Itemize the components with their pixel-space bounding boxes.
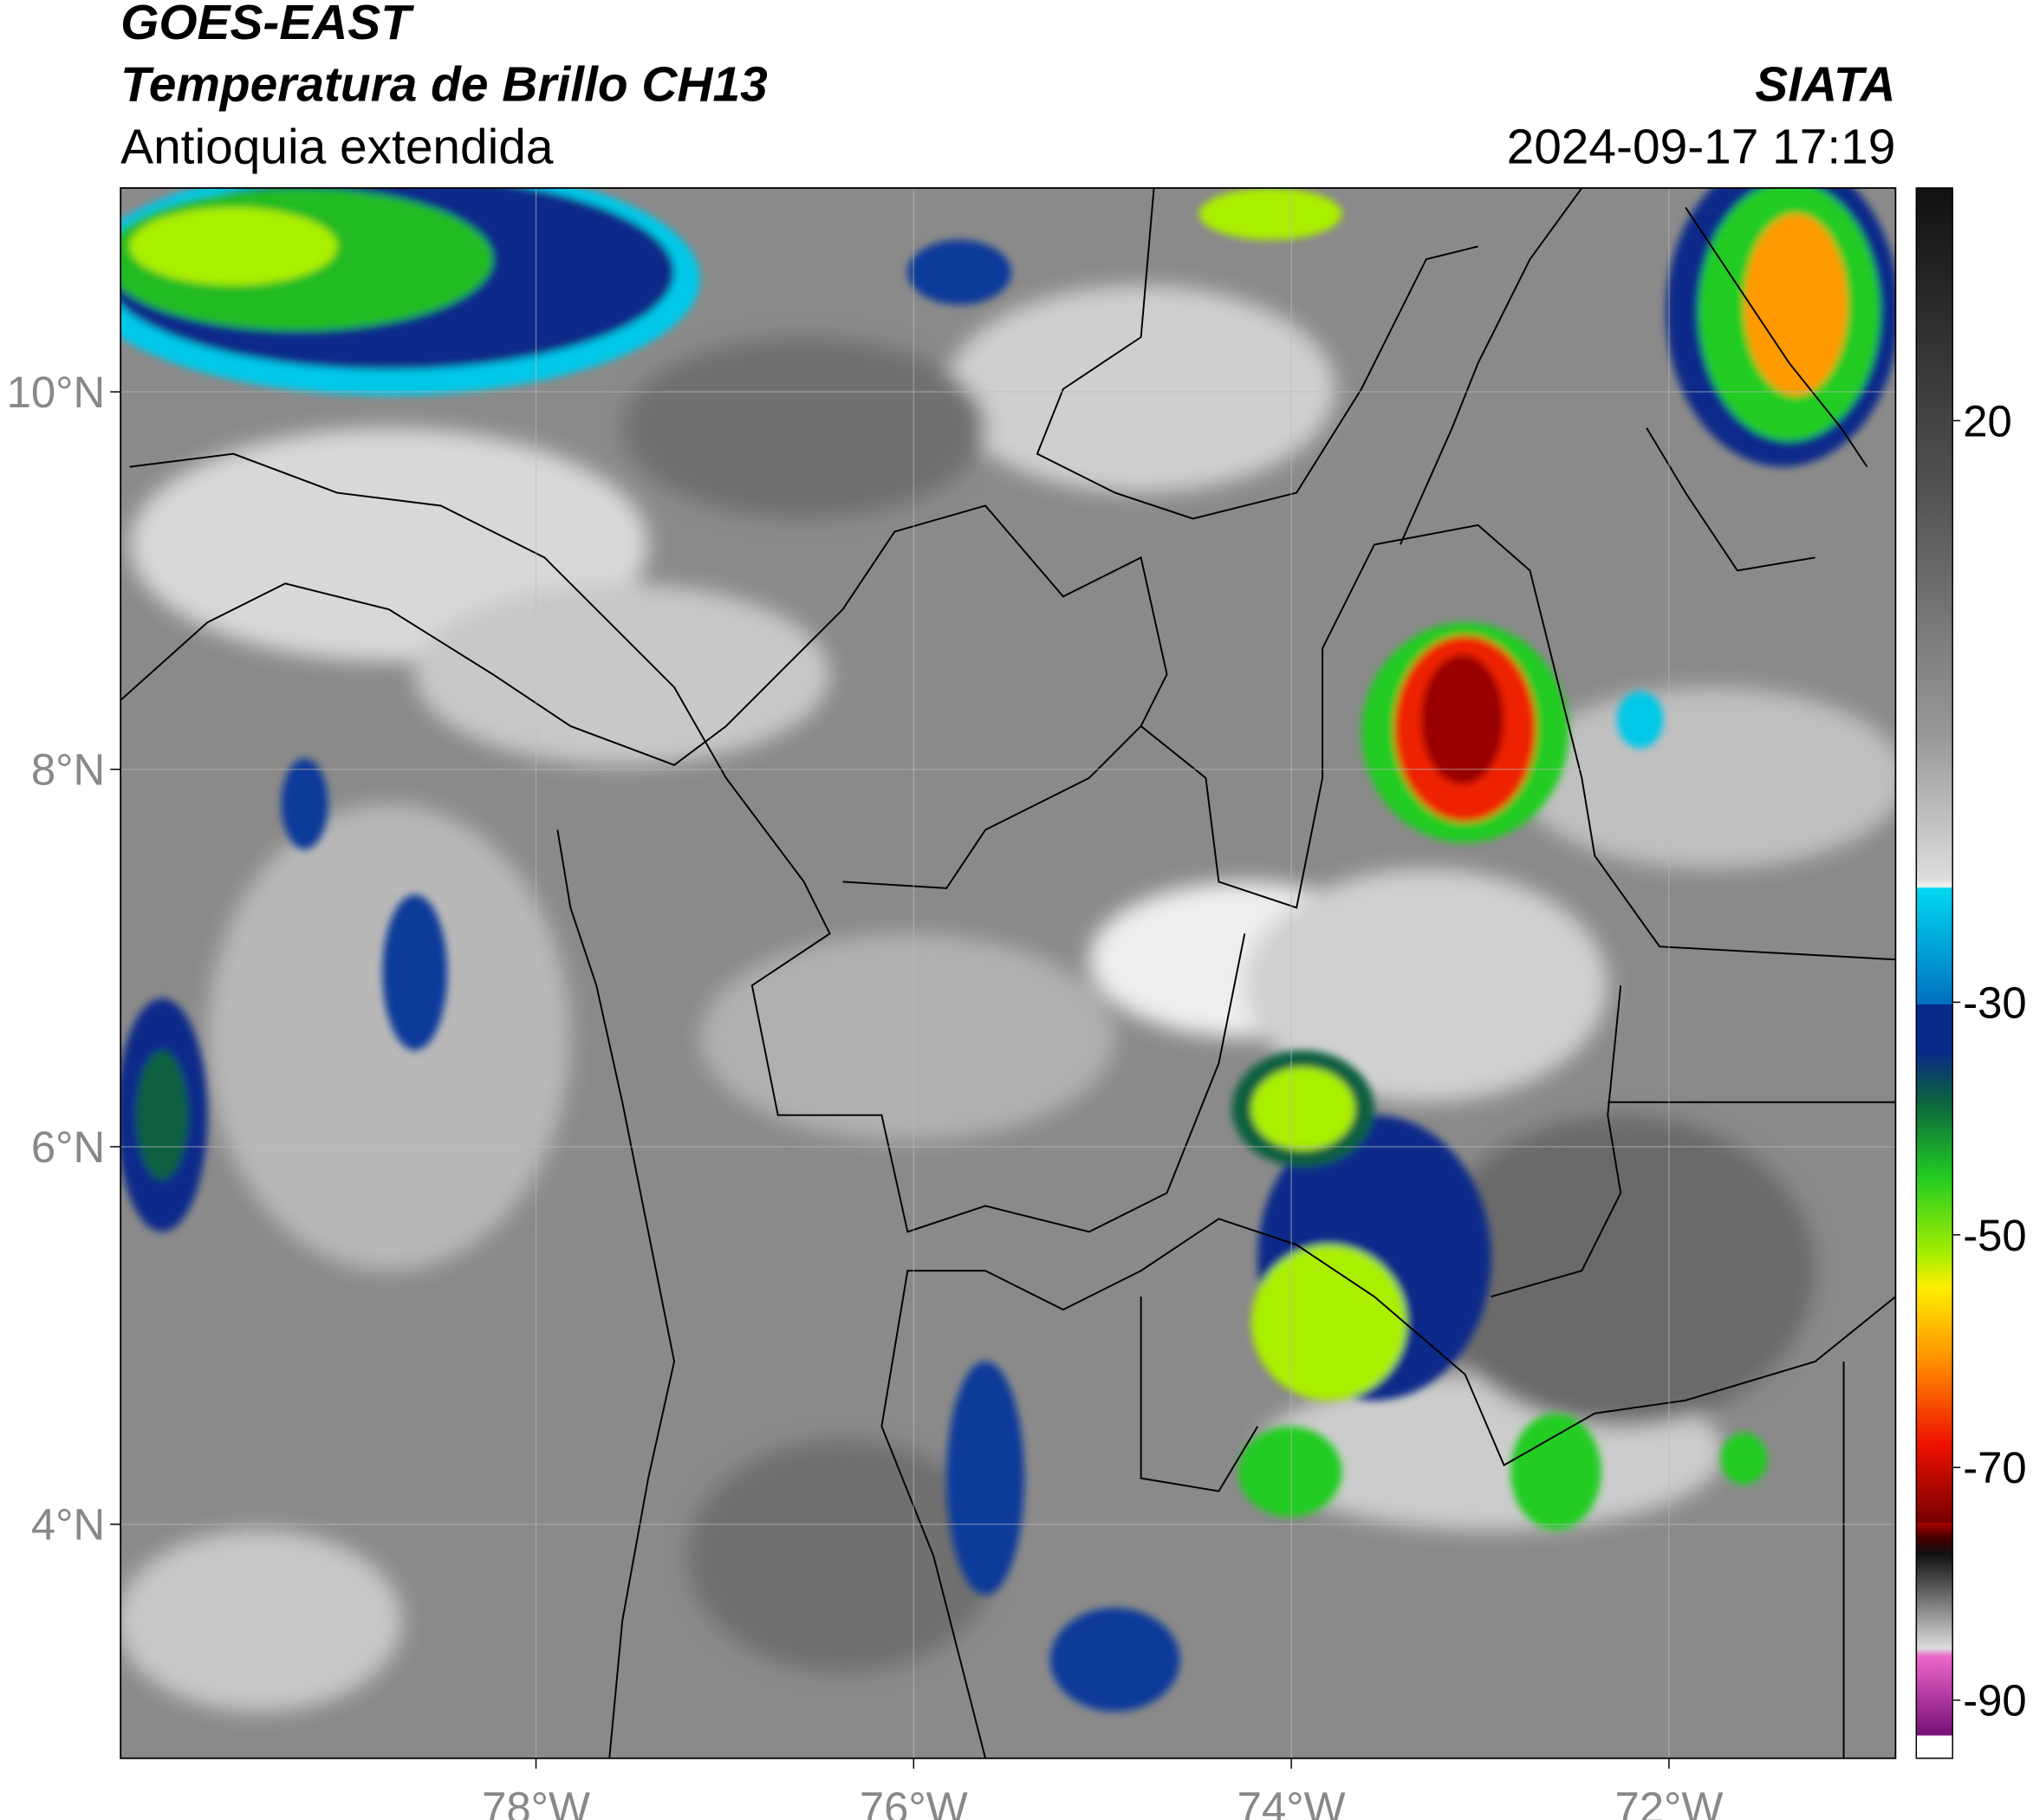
subtitle: Temperatura de Brillo CH13: [120, 58, 768, 113]
title: GOES-EAST: [120, 0, 414, 50]
x-tick-label: 72°W: [1614, 1784, 1723, 1820]
grid: [120, 187, 1896, 1758]
colorbar-tick-label: -90: [1963, 1676, 2027, 1726]
colorbar-tick-label: -70: [1963, 1443, 2027, 1492]
colorbar: [1915, 187, 1953, 1759]
satellite-image: [120, 187, 1896, 1758]
x-tick-label: 74°W: [1237, 1784, 1346, 1820]
colorbar-tick-label: 20: [1963, 396, 2012, 445]
x-tick-label: 76°W: [860, 1784, 968, 1820]
x-tick-label: 78°W: [482, 1784, 590, 1820]
source: SIATA: [1755, 58, 1895, 113]
colorbar-tick-label: -50: [1963, 1211, 2027, 1260]
y-tick-label: 8°N: [31, 745, 105, 795]
y-tick-label: 6°N: [31, 1122, 105, 1172]
timestamp: 2024-09-17 17:19: [1507, 120, 1896, 175]
y-tick-label: 10°N: [7, 367, 106, 417]
map-frame: [120, 187, 1897, 1759]
colorbar-tick-label: -30: [1963, 978, 2027, 1027]
y-tick-label: 4°N: [31, 1500, 105, 1550]
region: Antioquia extendida: [120, 120, 554, 175]
